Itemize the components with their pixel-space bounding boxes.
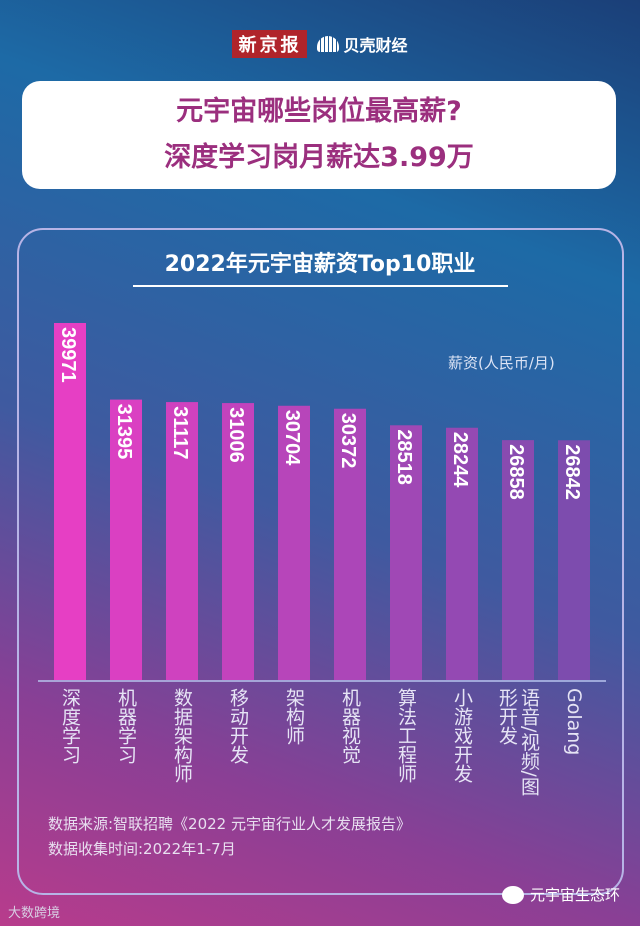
bar-value-label: 30704 [281, 410, 303, 466]
x-tick-label: 机器学习 [115, 688, 137, 764]
source-note: 数据来源:智联招聘《2022 元宇宙行业人才发展报告》 数据收集时间:2022年… [48, 812, 411, 862]
watermark-text: 元宇宙生态环 [529, 886, 620, 904]
corner-watermark: 大数跨境 [8, 906, 61, 921]
x-tick-label: 移动开发 [227, 688, 249, 764]
bar-7 [446, 427, 478, 680]
bar-value-label: 26858 [505, 444, 527, 500]
bar-value-label: 28244 [449, 432, 471, 488]
x-tick-label: 架构师 [283, 688, 305, 745]
bar-1 [110, 399, 142, 680]
bar-2 [166, 402, 198, 680]
bar-value-label: 26842 [561, 444, 583, 500]
beike-label: 贝壳财经 [343, 36, 408, 55]
bar-value-label: 31006 [225, 407, 247, 463]
shell-icon [317, 36, 340, 52]
bar-6 [390, 425, 422, 680]
headline-card: 元宇宙哪些岗位最高薪? 深度学习岗月薪达3.99万 [22, 81, 616, 189]
period-text: 数据收集时间:2022年1-7月 [48, 840, 236, 858]
x-tick-label: 小游戏开发 [451, 688, 473, 783]
y-axis-label: 薪资(人民币/月) [448, 354, 555, 372]
bar-9 [558, 440, 590, 680]
chart-title: 2022年元宇宙薪资Top10职业 [164, 252, 476, 277]
wechat-icon [501, 885, 524, 904]
xinjingbao-logo: 新京报 [232, 30, 308, 58]
bar-8 [502, 440, 534, 680]
bar-5 [334, 408, 366, 680]
bar-value-label: 31117 [169, 406, 191, 459]
watermark: 元宇宙生态环 [501, 884, 620, 905]
x-tick-label: 深度学习 [59, 688, 81, 764]
bar-4 [278, 405, 310, 680]
headline-line1: 元宇宙哪些岗位最高薪? [176, 96, 462, 127]
x-tick-label: 机器视觉 [339, 688, 361, 764]
bar-3 [222, 403, 254, 680]
bar-0 [54, 323, 86, 680]
x-tick-label: 数据架构师 [171, 688, 193, 783]
chart-panel [17, 228, 624, 895]
bar-value-label: 39971 [57, 327, 79, 383]
bar-value-label: 30372 [337, 413, 359, 469]
beike-logo: 贝壳财经 [317, 32, 408, 56]
bar-value-label: 31395 [113, 404, 135, 460]
x-tick-label: 算法工程师 [395, 688, 417, 783]
x-tick-label: 语音/视频/图形开发 [496, 688, 540, 796]
bar-value-label: 28518 [393, 429, 415, 485]
logos: 新京报 贝壳财经 [0, 30, 640, 58]
source-text: 数据来源:智联招聘《2022 元宇宙行业人才发展报告》 [48, 815, 411, 833]
title-underline [133, 285, 508, 287]
x-tick-label: Golang [563, 688, 585, 756]
headline-line2: 深度学习岗月薪达3.99万 [164, 142, 474, 173]
